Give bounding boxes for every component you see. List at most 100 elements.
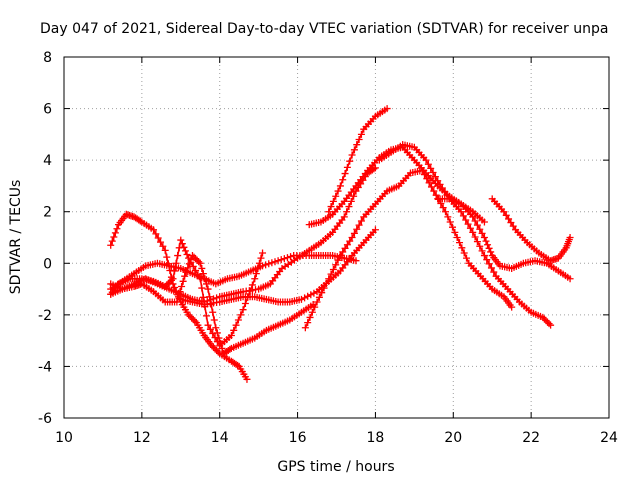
data-point bbox=[304, 292, 312, 300]
series-line bbox=[378, 143, 552, 326]
data-point bbox=[164, 279, 172, 287]
data-point bbox=[161, 246, 169, 254]
data-point bbox=[370, 165, 378, 173]
data-point bbox=[214, 348, 222, 356]
data-point bbox=[457, 208, 465, 216]
data-point bbox=[490, 268, 498, 276]
data-point bbox=[208, 342, 216, 350]
data-point bbox=[199, 293, 207, 301]
x-tick-label: 12 bbox=[133, 430, 151, 446]
data-point bbox=[547, 321, 555, 329]
data-point bbox=[185, 254, 193, 262]
data-point bbox=[485, 244, 493, 252]
data-point bbox=[348, 234, 356, 241]
data-point bbox=[178, 240, 186, 248]
data-point bbox=[350, 229, 358, 237]
series-arc-11 bbox=[434, 195, 574, 283]
y-tick-label: -2 bbox=[38, 308, 52, 324]
data-point bbox=[301, 324, 309, 332]
data-point bbox=[311, 303, 319, 311]
data-point bbox=[469, 228, 477, 236]
y-tick-label: -6 bbox=[38, 411, 52, 427]
data-point bbox=[543, 318, 551, 326]
data-point bbox=[332, 261, 340, 269]
data-point bbox=[111, 229, 119, 237]
data-point bbox=[427, 183, 435, 191]
data-point bbox=[451, 228, 459, 236]
data-point bbox=[252, 270, 260, 278]
x-tick-label: 20 bbox=[444, 430, 462, 446]
data-point bbox=[174, 252, 182, 260]
data-point bbox=[306, 313, 314, 321]
data-point bbox=[355, 221, 363, 229]
data-point bbox=[150, 226, 158, 234]
x-tick-label: 18 bbox=[367, 430, 385, 446]
x-tick-label: 22 bbox=[522, 430, 540, 446]
plot-frame bbox=[63, 56, 610, 419]
data-point bbox=[439, 204, 447, 212]
data-point bbox=[473, 221, 481, 229]
data-point bbox=[202, 312, 210, 320]
data-point bbox=[329, 265, 337, 273]
data-point bbox=[463, 254, 471, 262]
data-point bbox=[545, 320, 553, 328]
data-point bbox=[209, 329, 217, 337]
data-point bbox=[212, 324, 220, 332]
data-point bbox=[487, 264, 495, 272]
data-point bbox=[234, 361, 242, 369]
series-arc-4 bbox=[107, 252, 360, 293]
data-point bbox=[446, 218, 454, 226]
data-point bbox=[469, 213, 477, 221]
y-tick-label: -4 bbox=[38, 359, 52, 375]
data-point bbox=[348, 151, 356, 159]
data-point bbox=[213, 338, 221, 346]
data-point bbox=[425, 179, 433, 187]
data-point bbox=[227, 331, 235, 339]
data-point bbox=[193, 256, 201, 264]
data-point bbox=[322, 279, 330, 287]
data-point bbox=[460, 249, 468, 257]
series-arc-7 bbox=[301, 166, 516, 332]
data-point bbox=[167, 276, 175, 284]
data-point bbox=[315, 293, 323, 301]
data-point bbox=[371, 226, 379, 234]
data-point bbox=[159, 242, 167, 250]
data-point bbox=[427, 164, 435, 172]
data-point bbox=[204, 285, 212, 293]
data-point bbox=[188, 252, 196, 260]
data-point bbox=[334, 187, 342, 195]
data-point bbox=[487, 248, 495, 256]
data-point bbox=[271, 258, 279, 266]
data-point bbox=[136, 217, 144, 225]
data-point bbox=[345, 203, 353, 211]
data-point bbox=[199, 270, 207, 278]
y-tick-label: 6 bbox=[43, 102, 52, 118]
data-point bbox=[507, 219, 515, 227]
data-point bbox=[204, 321, 212, 329]
data-point bbox=[476, 242, 484, 250]
data-point bbox=[211, 334, 219, 342]
y-tick-label: 4 bbox=[43, 153, 52, 169]
data-point bbox=[480, 218, 488, 226]
data-point bbox=[352, 257, 360, 265]
data-point bbox=[257, 254, 265, 262]
y-tick-label: 2 bbox=[43, 205, 52, 221]
chart-title: Day 047 of 2021, Sidereal Day-to-day VTE… bbox=[40, 21, 608, 37]
data-point bbox=[287, 253, 295, 261]
data-point bbox=[188, 314, 196, 322]
data-point bbox=[329, 197, 337, 205]
axis-ticks bbox=[63, 56, 610, 419]
data-point bbox=[343, 163, 351, 171]
data-point bbox=[437, 199, 445, 207]
data-point bbox=[343, 208, 351, 216]
data-point bbox=[310, 289, 318, 297]
data-point bbox=[180, 243, 188, 251]
data-point bbox=[230, 326, 238, 334]
data-point bbox=[189, 262, 197, 270]
data-point bbox=[350, 146, 358, 154]
data-point bbox=[350, 192, 358, 200]
data-point bbox=[480, 234, 488, 241]
data-point bbox=[108, 237, 116, 245]
data-point bbox=[339, 248, 347, 256]
data-point bbox=[211, 345, 219, 353]
